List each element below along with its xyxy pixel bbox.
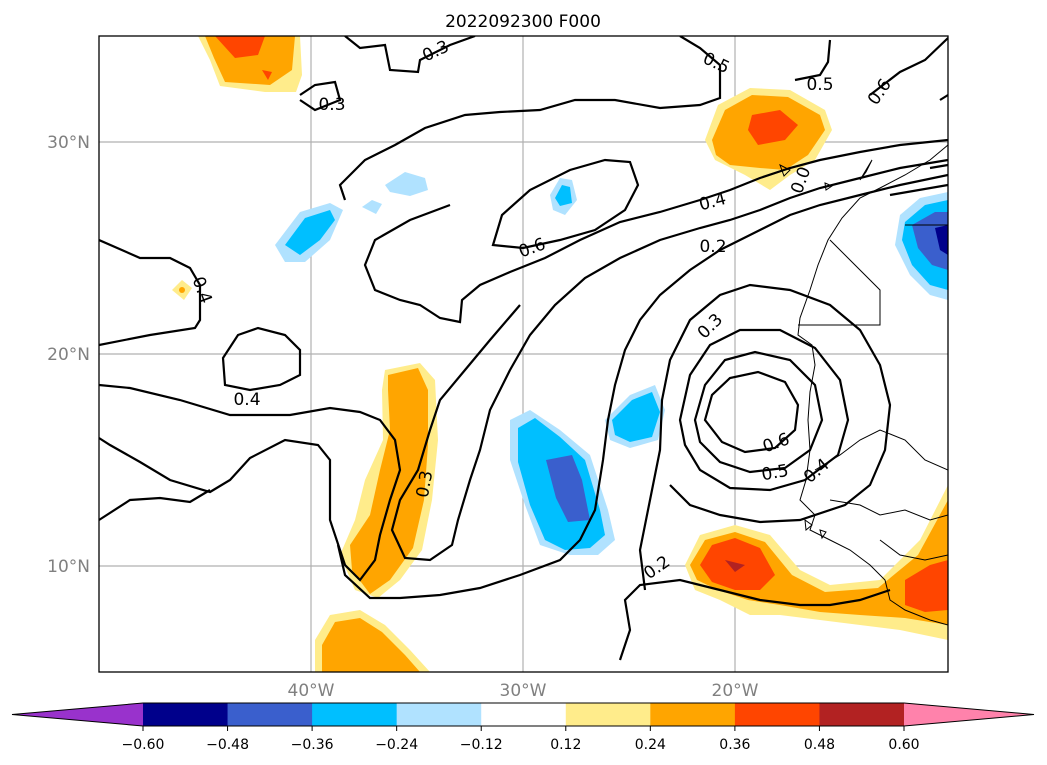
contour-label: 0.3 bbox=[318, 95, 345, 115]
colorbar-tick-label: 0.48 bbox=[804, 737, 835, 753]
colorbar-segment bbox=[143, 703, 229, 726]
shaded-anomaly-field bbox=[172, 36, 948, 672]
contour-lines bbox=[99, 36, 948, 661]
colorbar-tick-label: −0.48 bbox=[206, 737, 249, 753]
colorbar-segment bbox=[227, 703, 313, 726]
map-panel: 0.3 0.3 0.5 0.5 0.6 0.4 0.6 0.4 0.2 0.3 … bbox=[99, 36, 948, 672]
lon-label: 20°W bbox=[712, 681, 759, 701]
colorbar-tick-label: 0.60 bbox=[888, 737, 919, 753]
contour-label: 0.5 bbox=[806, 75, 833, 95]
lat-label: 10°N bbox=[47, 557, 90, 577]
colorbar-segment bbox=[819, 703, 905, 726]
colorbar-segment bbox=[650, 703, 736, 726]
colorbar: −0.60 −0.48 −0.36 −0.24 −0.12 0.12 0.24 0.36 0.4… bbox=[11, 702, 1035, 753]
lon-label: 30°W bbox=[500, 681, 547, 701]
map-frame bbox=[98, 35, 949, 673]
map-title: 2022092300 F000 bbox=[445, 12, 601, 32]
lon-label: 40°W bbox=[288, 681, 335, 701]
colorbar-tick-label: −0.12 bbox=[460, 737, 503, 753]
colorbar-tick-label: 0.36 bbox=[719, 737, 750, 753]
colorbar-segment bbox=[396, 703, 482, 726]
contour-label: 0.3 bbox=[413, 469, 437, 499]
colorbar-extend-low bbox=[12, 703, 143, 726]
contour-label: 0.4 bbox=[233, 390, 260, 410]
colorbar-tick-label: −0.36 bbox=[291, 737, 334, 753]
colorbar-segment bbox=[565, 703, 651, 726]
colorbar-segment bbox=[481, 703, 567, 726]
colorbar-tick-label: −0.24 bbox=[375, 737, 418, 753]
colorbar-segment bbox=[734, 703, 820, 726]
colorbar-segment bbox=[312, 703, 398, 726]
contour-label: 0.2 bbox=[699, 237, 726, 257]
colorbar-tick-label: 0.24 bbox=[635, 737, 666, 753]
contour-label: 0.5 bbox=[760, 461, 790, 485]
colorbar-extend-high bbox=[904, 703, 1034, 726]
lat-label: 20°N bbox=[47, 345, 90, 365]
lat-label: 30°N bbox=[47, 133, 90, 153]
colorbar-tick-label: −0.60 bbox=[122, 737, 165, 753]
colorbar-tick-label: 0.12 bbox=[550, 737, 581, 753]
